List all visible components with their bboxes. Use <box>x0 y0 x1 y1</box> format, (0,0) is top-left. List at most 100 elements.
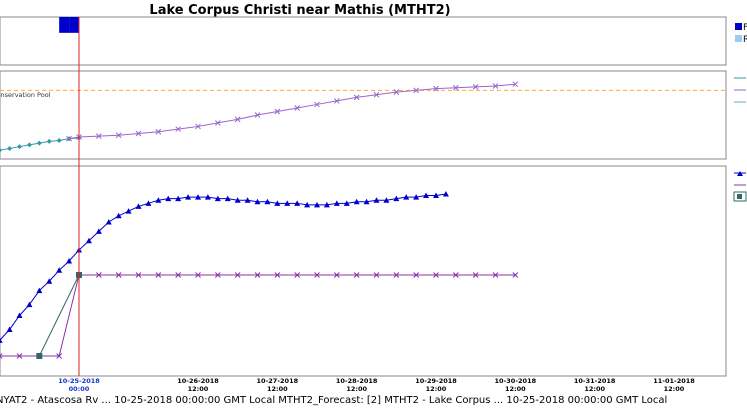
pool-point-1-11 <box>274 108 281 115</box>
flow-point-0-38 <box>373 197 380 203</box>
pool-point-0-1 <box>7 145 13 151</box>
flow-point-1-21-b <box>413 272 420 278</box>
flow-point-0-41 <box>403 194 410 200</box>
flow-point-1-22 <box>433 272 439 278</box>
pool-point-1-11-b <box>274 108 281 115</box>
x-tick-date-5: 10-30-2018 <box>495 377 537 385</box>
flow-point-0-13 <box>125 208 132 214</box>
pool-point-1-18 <box>413 87 420 94</box>
flow-point-1-3-b <box>56 353 63 359</box>
flow-point-1-20-b <box>393 272 400 278</box>
x-tick-time-6: 12:00 <box>584 385 605 393</box>
pool-point-1-23 <box>512 81 519 88</box>
flow-point-0-45 <box>442 190 449 197</box>
flow-point-0-36 <box>353 198 360 205</box>
flow-point-0-27 <box>264 198 271 205</box>
flow-point-0-17 <box>165 195 172 202</box>
legend-swatch-f <box>735 23 742 30</box>
flow-point-1-12-b <box>234 272 241 278</box>
flow-point-0-24 <box>234 197 241 203</box>
flow-legend-square <box>737 194 742 199</box>
pool-point-0-2 <box>17 144 22 150</box>
pool-point-1-10 <box>254 112 261 118</box>
flow-point-1-1-b <box>16 353 23 359</box>
flow-point-1-25-b <box>492 272 499 278</box>
pool-point-1-13 <box>314 101 320 108</box>
flow-point-1-1 <box>16 353 23 359</box>
pool-point-1-5 <box>155 128 162 135</box>
pool-point-1-9 <box>234 116 241 123</box>
pool-point-1-10-b <box>254 112 261 118</box>
flow-point-1-11 <box>214 272 221 278</box>
x-tick-time-2: 12:00 <box>267 385 288 393</box>
flow-point-1-16-b <box>314 272 320 278</box>
flow-point-2-0 <box>36 353 43 359</box>
flow-point-1-12 <box>234 272 241 278</box>
flow-point-1-18 <box>353 272 360 278</box>
precip-panel <box>0 16 727 66</box>
flow-point-0-19 <box>185 194 192 200</box>
pool-point-1-20-b <box>452 84 459 91</box>
flow-point-1-8 <box>155 272 162 278</box>
flow-point-0-2 <box>16 312 23 318</box>
flow-point-1-15 <box>294 272 301 278</box>
x-tick-date-2: 10-27-2018 <box>257 377 299 385</box>
x-tick-time-1: 12:00 <box>188 385 209 393</box>
flow-point-0-1 <box>6 326 13 333</box>
pool-point-1-4 <box>135 130 142 137</box>
flow-point-1-6 <box>115 272 122 278</box>
flow-point-1-21 <box>413 272 420 278</box>
flow-point-1-7-b <box>135 272 142 278</box>
flow-point-0-43 <box>423 192 430 199</box>
x-tick-time-0: 00:00 <box>69 385 90 393</box>
status-bar-text: NYAT2 - Atascosa Rv ... 10-25-2018 00:00… <box>0 395 667 406</box>
flow-point-0-0 <box>0 338 3 343</box>
pool-panel <box>0 70 727 160</box>
pool-point-1-15 <box>353 94 360 101</box>
pool-point-1-20 <box>452 84 459 91</box>
pool-point-1-12-b <box>294 105 301 111</box>
pool-point-1-3 <box>115 132 122 139</box>
flow-point-0-11 <box>105 219 112 225</box>
flow-point-0-25 <box>244 197 251 203</box>
flow-point-0-9 <box>85 237 92 244</box>
pool-point-0-3 <box>26 142 32 148</box>
flow-point-0-15 <box>145 200 152 206</box>
flow-series-line-2 <box>38 274 80 357</box>
flow-point-0-44 <box>433 192 439 199</box>
pool-point-1-17 <box>393 89 400 95</box>
flow-point-1-5 <box>95 272 102 278</box>
flow-point-0-3 <box>26 301 33 308</box>
flow-point-0-5 <box>46 278 53 284</box>
flow-point-1-5-b <box>95 272 102 278</box>
pool-point-1-8-b <box>214 120 221 126</box>
flow-point-1-9-b <box>175 272 182 278</box>
pool-point-1-6 <box>175 126 182 132</box>
pool-point-1-2-b <box>95 133 102 139</box>
flow-point-0-22 <box>214 195 221 202</box>
precip-bars <box>59 17 79 33</box>
pool-point-1-0-b <box>66 135 72 142</box>
x-tick-date-1: 10-26-2018 <box>177 377 219 385</box>
flow-panel <box>0 165 727 377</box>
flow-point-1-15-b <box>294 272 301 278</box>
flow-point-1-0 <box>0 353 3 359</box>
flow-point-0-37 <box>363 198 370 205</box>
flow-point-1-10-b <box>195 272 201 278</box>
pool-point-1-17-b <box>393 89 400 95</box>
flow-point-1-24 <box>472 272 479 278</box>
pool-point-1-7-b <box>195 123 201 130</box>
pool-point-1-6-b <box>175 126 182 132</box>
pool-point-0-6 <box>56 138 62 144</box>
flow-point-0-21 <box>204 194 211 200</box>
x-tick-date-4: 10-29-2018 <box>415 377 457 385</box>
flow-point-0-20 <box>195 194 201 200</box>
precip-legend: F R <box>735 23 747 45</box>
pool-point-1-22-b <box>492 83 499 89</box>
flow-point-0-6 <box>56 267 63 273</box>
flow-point-1-8-b <box>155 272 162 278</box>
flow-point-0-10 <box>95 228 102 234</box>
flow-point-1-26-b <box>512 272 519 278</box>
flow-point-0-23 <box>224 195 231 202</box>
pool-point-1-0 <box>66 135 72 142</box>
